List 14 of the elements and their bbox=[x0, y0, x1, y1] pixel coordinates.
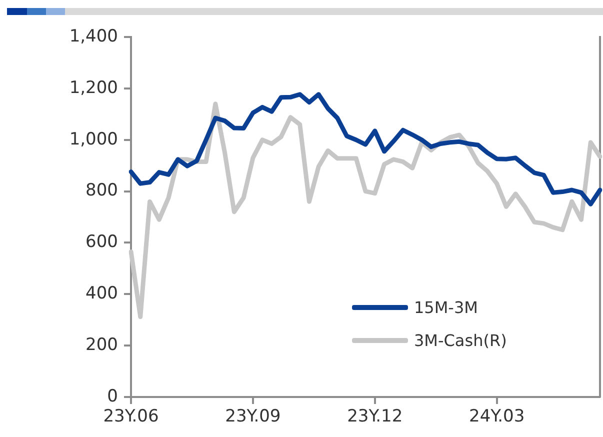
y-tick-label: 200 bbox=[86, 334, 118, 355]
x-tick-label: 23Y.09 bbox=[225, 406, 281, 427]
y-tick-label: 1,400 bbox=[69, 26, 118, 46]
y-tick-label: 400 bbox=[86, 284, 118, 304]
x-tick-label: 24Y.03 bbox=[469, 406, 525, 427]
y-tick-label: 0 bbox=[107, 386, 118, 406]
y-tick-label: 800 bbox=[86, 180, 118, 201]
x-tick-label: 23Y.06 bbox=[103, 406, 159, 427]
x-tick-label: 23Y.12 bbox=[347, 406, 403, 427]
y-tick-label: 1,200 bbox=[69, 78, 118, 98]
y-tick-label: 1,000 bbox=[69, 129, 118, 150]
legend-label: 15M-3M bbox=[414, 298, 478, 317]
legend-label: 3M-Cash(R) bbox=[414, 331, 507, 350]
y-tick-label: 600 bbox=[86, 232, 118, 252]
